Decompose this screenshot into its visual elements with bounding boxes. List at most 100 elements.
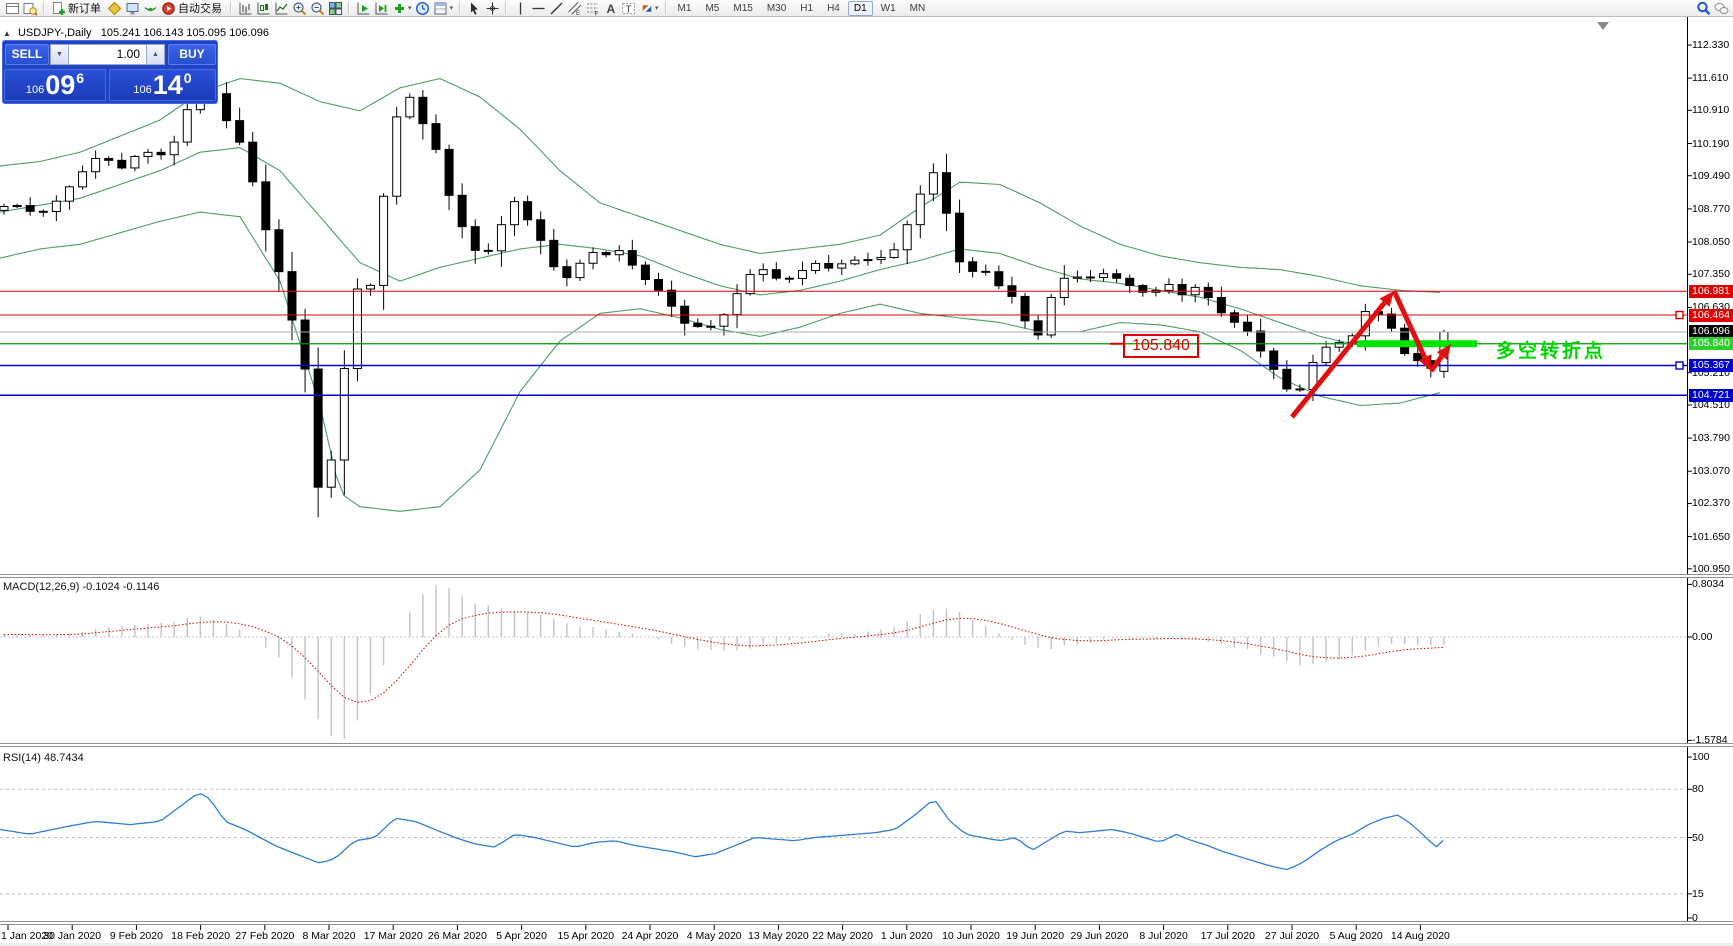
candle (418, 96, 428, 125)
candle (405, 96, 415, 118)
timeframe-button-H1[interactable]: H1 (800, 2, 814, 14)
candle (732, 293, 742, 316)
bar-chart-icon[interactable] (236, 1, 254, 16)
candle (1099, 273, 1109, 278)
sell-price-box[interactable]: 106 09 6 (4, 69, 106, 101)
timeframe-button-D1[interactable]: D1 (847, 0, 873, 16)
candle (339, 368, 349, 461)
toolbar: 新订单 自动交易 ▾ ▾ E F A T ▾ M1 M5 M15 M30 H1 H4 D1 W1 MN (0, 0, 1733, 17)
candle (745, 273, 755, 295)
candle (38, 210, 48, 213)
candle (562, 266, 572, 279)
candle (287, 271, 297, 321)
candlestick-chart-icon[interactable] (254, 1, 272, 16)
chat-icon[interactable] (1712, 1, 1730, 16)
templates-icon[interactable] (432, 1, 450, 16)
new-order-button-label[interactable]: 新订单 (68, 3, 101, 15)
autotrading-icon[interactable] (159, 1, 177, 16)
price-tick-label: 111.610 (1692, 72, 1729, 85)
tile-windows-icon[interactable] (326, 1, 344, 16)
equidistant-channel-icon[interactable]: E (565, 1, 583, 16)
candle (523, 201, 533, 221)
new-order-icon[interactable] (49, 1, 67, 16)
zoom-out-icon[interactable] (308, 1, 326, 16)
search-icon[interactable] (1694, 1, 1712, 16)
candle (352, 288, 362, 370)
trend-arrow[interactable] (1391, 289, 1427, 359)
dropdown-arrow-icon[interactable]: ▾ (449, 5, 454, 12)
candle (1177, 284, 1187, 296)
timeframe-button-MN[interactable]: MN (909, 2, 926, 14)
fibonacci-icon[interactable]: F (583, 1, 601, 16)
timeframe-button-M1[interactable]: M1 (677, 2, 692, 14)
vertical-line-icon[interactable] (511, 1, 529, 16)
candle (824, 262, 834, 269)
sell-button[interactable]: SELL (5, 44, 49, 65)
crosshair-icon[interactable] (483, 1, 501, 16)
candle (104, 157, 114, 161)
periods-icon[interactable] (414, 1, 432, 16)
candle (889, 249, 899, 258)
buy-price-box[interactable]: 106 14 0 (109, 69, 216, 101)
candle (981, 270, 991, 273)
macd-axis-min: -1.5784 (1692, 734, 1728, 747)
price-tag-106.981: 106.981 (1689, 284, 1733, 298)
date-label: 5 Aug 2020 (1329, 930, 1383, 942)
timeframe-button-W1[interactable]: W1 (880, 2, 896, 14)
trend-arrow[interactable] (1428, 354, 1445, 373)
date-label: 13 May 2020 (748, 930, 809, 942)
auto-scroll-icon[interactable] (354, 1, 372, 16)
candle (915, 193, 925, 226)
chart-shift-icon[interactable] (372, 1, 390, 16)
candle (784, 277, 794, 280)
macd-label: MACD(12,26,9) -0.1024 -0.1146 (3, 581, 160, 593)
line-chart-icon[interactable] (272, 1, 290, 16)
date-label: 14 Aug 2020 (1390, 930, 1450, 942)
arrows-icon[interactable] (637, 1, 655, 16)
trend-arrow[interactable] (1290, 301, 1387, 419)
rsi-dateaxis-splitter[interactable] (0, 921, 1733, 925)
dropdown-arrow-icon[interactable]: ▾ (655, 5, 659, 12)
timeframe-button-H4[interactable]: H4 (827, 2, 840, 14)
window-icon[interactable] (3, 1, 21, 16)
add-indicator-icon[interactable] (390, 1, 408, 16)
price-tick-label: 102.370 (1692, 497, 1730, 510)
date-label: 1 Jan 2020 (1, 930, 53, 942)
text-icon[interactable]: A (601, 1, 619, 16)
expert-advisor-icon[interactable] (123, 1, 141, 16)
volume-up-button[interactable]: ▲ (146, 44, 165, 65)
candle (313, 368, 323, 488)
market-watch-icon[interactable] (21, 1, 39, 16)
chart-shift-marker[interactable] (1597, 22, 1609, 30)
indicators-icon[interactable] (105, 1, 123, 16)
dropdown-arrow-icon[interactable]: ▾ (408, 5, 412, 12)
text-label-icon[interactable]: T (619, 1, 637, 16)
cursor-icon[interactable] (465, 1, 483, 16)
price-level-annotation[interactable]: 105.840 (1123, 334, 1199, 358)
candle (0, 206, 9, 211)
bollinger-upper (0, 78, 1441, 293)
turning-point-note[interactable]: 多空转折点 (1496, 341, 1607, 362)
buy-button[interactable]: BUY (168, 44, 216, 65)
candle (1413, 353, 1423, 362)
autotrading-button-label[interactable]: 自动交易 (178, 3, 222, 15)
trendline-icon[interactable] (547, 1, 565, 16)
macd-rsi-splitter[interactable] (0, 743, 1733, 747)
timeframe-button-M30[interactable]: M30 (766, 2, 787, 14)
candle (667, 289, 677, 307)
chart-window-icon: ▲ (3, 29, 11, 38)
volume-down-button[interactable]: ▼ (50, 44, 69, 65)
price-tag-106.096: 106.096 (1689, 325, 1733, 339)
timeframe-button-M15[interactable]: M15 (733, 2, 753, 14)
volume-field[interactable]: 1.00 (69, 44, 146, 65)
candle (483, 249, 493, 252)
rsi-axis-label: 0 (1692, 912, 1698, 924)
candle (1059, 277, 1069, 299)
candle (588, 252, 598, 264)
timeframe-button-M5[interactable]: M5 (705, 2, 720, 14)
horizontal-line-icon[interactable] (529, 1, 547, 16)
chart-macd-splitter[interactable] (0, 574, 1733, 578)
signals-icon[interactable] (141, 1, 159, 16)
zoom-in-icon[interactable] (290, 1, 308, 16)
